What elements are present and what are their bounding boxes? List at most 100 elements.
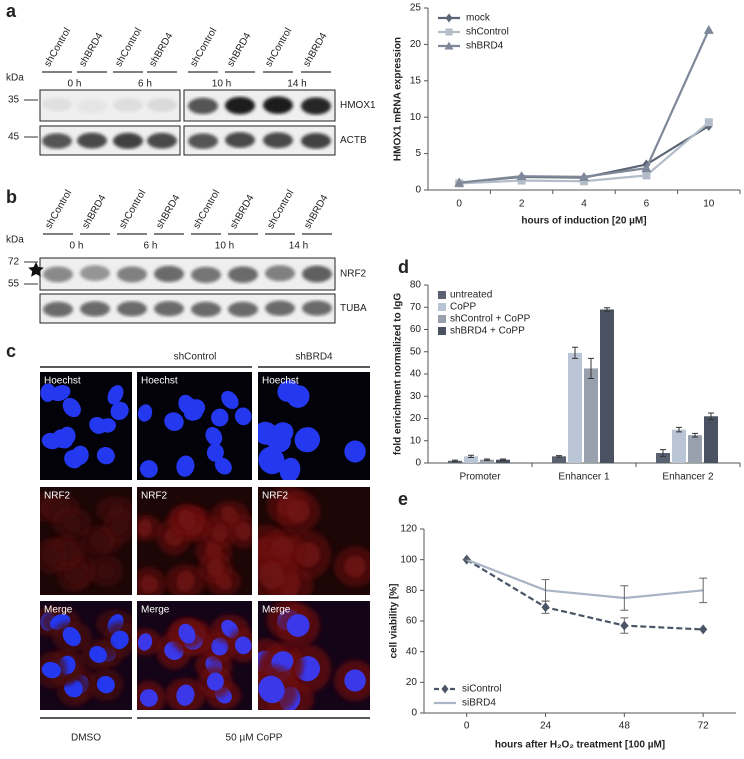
nucleus [62, 626, 81, 647]
band [43, 301, 73, 317]
nucleus [344, 669, 366, 692]
nucleus [137, 404, 153, 422]
series-line [459, 29, 710, 184]
band [225, 132, 255, 148]
mw-marker: 45 [8, 132, 20, 143]
bar [672, 429, 686, 463]
y-tick-label: 40 [406, 646, 418, 657]
treatment-label: DMSO [71, 733, 101, 744]
cells [137, 390, 252, 478]
lane-label: shBRD4 [147, 31, 175, 69]
nucleus [89, 646, 107, 663]
legend-label: shBRD4 + CoPP [450, 326, 525, 337]
point [703, 24, 714, 34]
nucleus [139, 689, 158, 707]
timepoint-label: 0 h [70, 241, 84, 252]
band [80, 301, 110, 317]
band [147, 132, 177, 149]
lane-label: shControl [113, 26, 144, 69]
cell-layer [137, 500, 252, 595]
nucleus-nrf2 [344, 555, 366, 578]
bar [688, 435, 702, 463]
nucleus-nrf2 [96, 561, 115, 580]
nucleus-nrf2 [62, 512, 81, 533]
nucleus [107, 385, 124, 405]
bar [480, 459, 494, 463]
cells [137, 500, 252, 595]
y-tick-label: 20 [410, 413, 422, 424]
panel-letter: c [6, 341, 16, 361]
band [77, 132, 107, 149]
band [117, 301, 147, 317]
nucleus [214, 457, 232, 475]
legend-swatch [438, 327, 446, 335]
channel-label: Merge [262, 605, 291, 616]
y-tick-label: 60 [406, 616, 418, 627]
error-bar [708, 412, 714, 421]
nucleus [279, 457, 301, 480]
error-bar [588, 357, 594, 379]
error-bar [541, 579, 550, 602]
nucleus-nrf2 [139, 575, 158, 593]
band-label: ACTB [340, 135, 367, 146]
group-label: shBRD4 [295, 352, 333, 363]
point [642, 171, 651, 180]
band [191, 301, 221, 317]
y-tick-label: 10 [410, 435, 422, 446]
legend-label: untreated [450, 290, 492, 301]
band [302, 265, 332, 283]
bar [584, 368, 598, 463]
point [517, 176, 526, 185]
channel-label: Hoechst [44, 376, 81, 387]
nucleus [206, 672, 224, 691]
band [228, 266, 258, 283]
nucleus [41, 432, 61, 450]
timepoint-label: 10 h [212, 79, 231, 90]
nucleus [344, 440, 366, 463]
y-tick-label: 25 [410, 3, 422, 14]
band-label: NRF2 [340, 269, 367, 280]
point [620, 620, 629, 631]
y-tick-label: 0 [411, 708, 417, 719]
x-tick-label: 48 [619, 721, 631, 732]
legend-label: shControl [466, 27, 509, 38]
mw-marker: 35 [8, 95, 20, 106]
cell-layer [258, 601, 370, 710]
error-bar [620, 585, 629, 611]
y-axis-label: fold enrichment normalized to IgG [393, 293, 404, 455]
nucleus [286, 385, 310, 408]
y-tick-label: 80 [410, 280, 422, 291]
legend-label: mock [466, 13, 491, 24]
lane-label: shBRD4 [302, 193, 330, 231]
x-tick-label: 0 [464, 721, 470, 732]
nucleus [271, 422, 294, 444]
bar [552, 456, 566, 463]
y-tick-label: 20 [410, 39, 422, 50]
nucleus [286, 614, 310, 637]
x-tick-label: 6 [644, 199, 650, 210]
band-label: HMOX1 [340, 100, 376, 111]
band-label: TUBA [340, 303, 367, 314]
legend-label: siControl [462, 684, 501, 695]
error-bar [572, 346, 578, 359]
bar [600, 309, 614, 463]
channel-label: NRF2 [141, 491, 168, 502]
x-tick-label: Enhancer 2 [662, 472, 714, 483]
cells [40, 493, 132, 593]
lane-label: shControl [191, 188, 222, 231]
lane-label: shBRD4 [301, 31, 329, 69]
band [42, 133, 72, 149]
x-axis-label: hours of induction [20 µM] [521, 216, 646, 227]
x-tick-label: 24 [540, 721, 552, 732]
y-axis-label: HMOX1 mRNA expression [393, 37, 404, 161]
series-line [466, 558, 704, 600]
channel-label: Merge [141, 605, 170, 616]
y-tick-label: 70 [410, 302, 422, 313]
cells [258, 487, 370, 595]
nucleus [58, 426, 76, 446]
x-tick-label: 2 [519, 199, 525, 210]
band [80, 265, 110, 281]
band [228, 301, 258, 317]
panel-letter: e [398, 489, 408, 509]
nucleus-nrf2 [206, 558, 224, 577]
